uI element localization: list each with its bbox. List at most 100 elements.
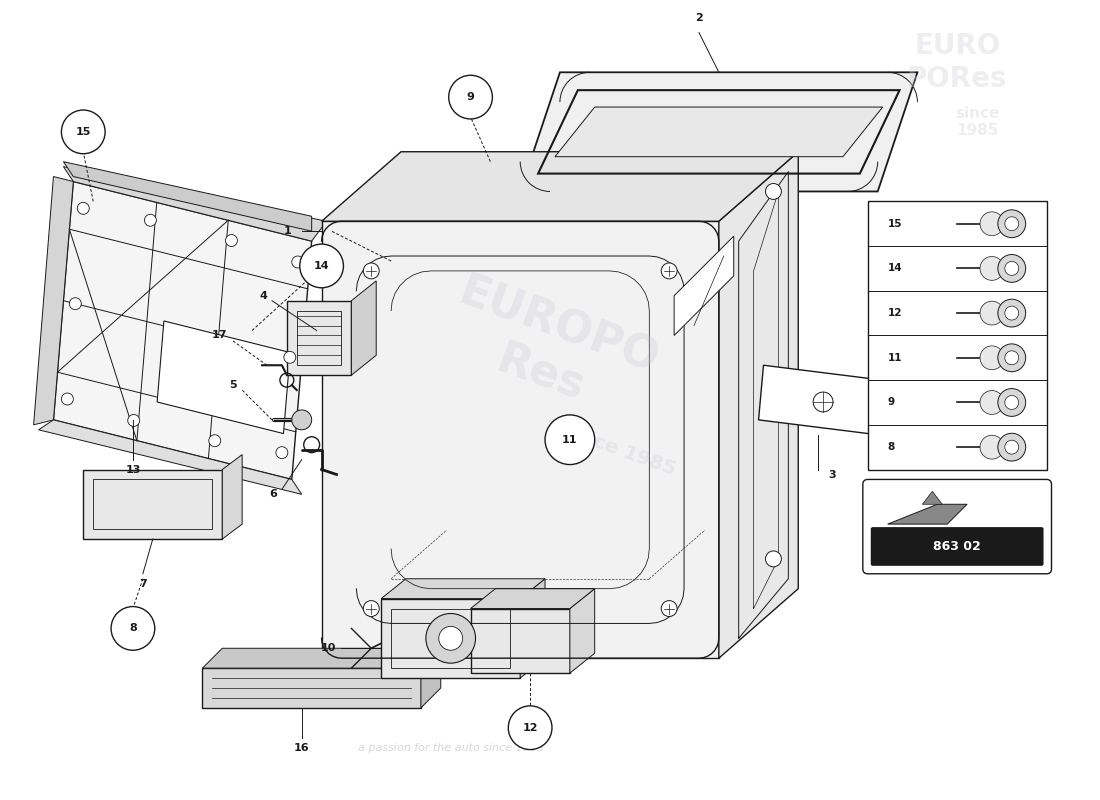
Text: 15: 15: [888, 218, 902, 229]
Text: 11: 11: [888, 353, 902, 362]
Circle shape: [209, 434, 221, 446]
Polygon shape: [382, 578, 544, 598]
FancyBboxPatch shape: [871, 527, 1044, 566]
Text: 5: 5: [230, 380, 238, 390]
Text: 4: 4: [260, 290, 267, 301]
Circle shape: [292, 410, 311, 430]
Polygon shape: [471, 609, 570, 673]
Text: 15: 15: [76, 127, 91, 137]
Circle shape: [980, 301, 1004, 325]
Circle shape: [69, 298, 81, 310]
Polygon shape: [520, 72, 917, 191]
Polygon shape: [718, 152, 799, 658]
Text: 1: 1: [284, 226, 292, 236]
Circle shape: [1004, 395, 1019, 410]
Polygon shape: [556, 107, 882, 157]
Polygon shape: [759, 366, 882, 434]
Text: 9: 9: [888, 398, 894, 407]
Circle shape: [998, 389, 1025, 416]
Text: 2: 2: [695, 13, 703, 22]
Polygon shape: [888, 504, 967, 524]
Circle shape: [1004, 351, 1019, 365]
Text: 8: 8: [129, 623, 136, 634]
Polygon shape: [202, 668, 421, 708]
Text: 12: 12: [888, 308, 902, 318]
Circle shape: [813, 392, 833, 412]
Circle shape: [363, 601, 379, 617]
Text: 8: 8: [888, 442, 895, 452]
Circle shape: [128, 414, 140, 426]
Polygon shape: [471, 589, 595, 609]
Polygon shape: [674, 236, 734, 335]
Circle shape: [661, 263, 678, 279]
FancyBboxPatch shape: [862, 479, 1052, 574]
Circle shape: [980, 212, 1004, 236]
Polygon shape: [54, 182, 311, 479]
Text: 11: 11: [562, 434, 578, 445]
Text: since
1985: since 1985: [955, 106, 999, 138]
Circle shape: [1004, 217, 1019, 230]
Polygon shape: [39, 420, 301, 494]
Circle shape: [449, 75, 493, 119]
Circle shape: [508, 706, 552, 750]
Polygon shape: [570, 589, 595, 673]
Polygon shape: [520, 578, 544, 678]
Polygon shape: [287, 301, 351, 375]
Text: 14: 14: [888, 263, 902, 274]
Text: 13: 13: [125, 465, 141, 474]
Circle shape: [226, 234, 238, 246]
Circle shape: [144, 214, 156, 226]
Circle shape: [77, 202, 89, 214]
Circle shape: [998, 299, 1025, 327]
Text: 14: 14: [314, 261, 329, 271]
Circle shape: [998, 434, 1025, 461]
Circle shape: [980, 346, 1004, 370]
Text: 3: 3: [828, 470, 836, 479]
Circle shape: [998, 254, 1025, 282]
Circle shape: [980, 435, 1004, 459]
Circle shape: [980, 257, 1004, 280]
Circle shape: [363, 263, 379, 279]
Polygon shape: [351, 281, 376, 375]
Polygon shape: [923, 491, 943, 504]
Circle shape: [1004, 306, 1019, 320]
Text: a passion for the auto since 1985: a passion for the auto since 1985: [358, 742, 543, 753]
Circle shape: [426, 614, 475, 663]
Text: 10: 10: [321, 643, 337, 654]
Text: EUROPO
Res: EUROPO Res: [436, 271, 664, 430]
Text: EURO
PORes: EURO PORes: [906, 32, 1008, 93]
Polygon shape: [34, 177, 74, 425]
Circle shape: [62, 393, 74, 405]
Circle shape: [998, 210, 1025, 238]
Polygon shape: [321, 152, 799, 222]
Text: 863 02: 863 02: [933, 541, 981, 554]
Circle shape: [1004, 262, 1019, 275]
Circle shape: [299, 244, 343, 288]
Circle shape: [998, 344, 1025, 372]
Polygon shape: [84, 470, 222, 539]
Circle shape: [980, 390, 1004, 414]
Polygon shape: [222, 454, 242, 539]
Circle shape: [292, 256, 304, 268]
Circle shape: [766, 183, 781, 199]
Circle shape: [661, 601, 678, 617]
Text: 7: 7: [139, 578, 146, 589]
Polygon shape: [64, 162, 311, 231]
Circle shape: [766, 551, 781, 567]
Text: since 1985: since 1985: [561, 421, 679, 478]
Polygon shape: [382, 598, 520, 678]
Polygon shape: [202, 648, 441, 668]
Polygon shape: [64, 166, 327, 241]
Polygon shape: [157, 321, 290, 434]
Text: 12: 12: [522, 722, 538, 733]
Polygon shape: [421, 648, 441, 708]
Circle shape: [1004, 440, 1019, 454]
Circle shape: [62, 110, 106, 154]
FancyBboxPatch shape: [868, 202, 1046, 470]
Circle shape: [439, 626, 463, 650]
Circle shape: [544, 415, 595, 465]
Text: 17: 17: [212, 330, 228, 341]
Text: 6: 6: [270, 490, 277, 499]
Circle shape: [276, 446, 288, 458]
Circle shape: [284, 351, 296, 363]
